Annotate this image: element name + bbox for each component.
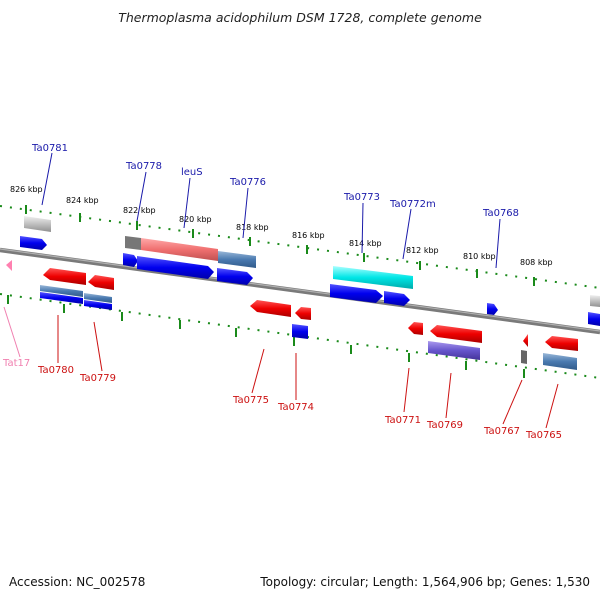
gene-label: Ta0765 (525, 430, 562, 441)
feature-ta0778-grey (125, 236, 141, 250)
scale-label: 814 kbp (349, 239, 382, 248)
upper-major-ticks (25, 205, 535, 286)
scale-label: 818 kbp (236, 223, 269, 232)
feature-leus-pink (141, 238, 218, 261)
genome-backbone-highlight (0, 248, 600, 332)
feature-ta0776-steel (218, 251, 256, 268)
gene-label: Ta0768 (482, 208, 519, 219)
feature-ta0776 (217, 268, 253, 285)
upper-gene-labels: Ta0781 Ta0778 leuS Ta0776 Ta0773 Ta0772m… (31, 143, 519, 219)
feature-ta0778 (123, 253, 138, 267)
gene-label: Ta0773 (343, 192, 380, 203)
feature-ta0780-blue (40, 292, 83, 304)
scale-label: 824 kbp (66, 196, 99, 205)
feature-right-blue (588, 312, 600, 326)
lower-gene-labels: Tat17 Ta0780 Ta0779 Ta0775 Ta0774 Ta0771… (2, 358, 562, 441)
gene-label: leuS (181, 167, 203, 178)
feature-ta0773-cyan (333, 266, 413, 289)
gene-label: Ta0775 (232, 395, 269, 406)
scale-labels: 826 kbp 824 kbp 822 kbp 820 kbp 818 kbp … (10, 185, 553, 267)
feature-ta0775 (250, 300, 291, 317)
feature-ta0780 (43, 268, 86, 285)
feature-ta0780-steel (40, 285, 83, 297)
gene-label: Tat17 (2, 358, 30, 369)
gene-label: Ta0780 (37, 365, 74, 376)
scale-label: 810 kbp (463, 252, 496, 261)
feature-ta0767-grey (521, 350, 527, 364)
feature-ta0773 (330, 284, 383, 303)
gene-label: Ta0767 (483, 426, 520, 437)
feature-ta0767 (523, 334, 528, 347)
feature-ta0779-steel (84, 293, 112, 303)
feature-leus (137, 256, 214, 279)
gene-label: Ta0781 (31, 143, 68, 154)
upper-leaders (41, 152, 501, 269)
scale-label: 812 kbp (406, 246, 439, 255)
gene-label: Ta0772m (389, 199, 436, 210)
upper-strand-features (20, 216, 600, 326)
scale-label: 808 kbp (520, 258, 553, 267)
feature-right-grey (590, 295, 600, 307)
feature-ta0772m (384, 291, 410, 306)
gene-label: Ta0771 (384, 415, 421, 426)
map-title: Thermoplasma acidophilum DSM 1728, compl… (118, 10, 482, 25)
feature-ta0774 (295, 307, 311, 320)
gene-label: Ta0776 (229, 177, 266, 188)
genome-backbone (0, 247, 600, 335)
lower-leaders (3, 306, 559, 429)
gene-label: Ta0778 (125, 161, 162, 172)
feature-tat17 (6, 260, 12, 271)
accession-text: Accession: NC_002578 (9, 575, 146, 589)
scale-label: 820 kbp (179, 215, 212, 224)
feature-ta0781 (20, 236, 47, 250)
scale-label: 826 kbp (10, 185, 43, 194)
feature-ta0769-purple (428, 341, 480, 360)
lower-major-ticks (7, 295, 525, 378)
scale-label: 816 kbp (292, 231, 325, 240)
feature-ta0781-grey (24, 216, 51, 232)
feature-ta0765-steel (543, 353, 577, 370)
gene-label: Ta0774 (277, 402, 314, 413)
feature-ta0774-blue (292, 324, 308, 339)
feature-ta0779 (88, 275, 114, 290)
gene-label: Ta0769 (426, 420, 463, 431)
genome-summary-text: Topology: circular; Length: 1,564,906 bp… (260, 575, 590, 589)
gene-label: Ta0779 (79, 373, 116, 384)
upper-tick-ring (0, 205, 600, 289)
feature-ta0771 (408, 322, 423, 335)
lower-strand-features (6, 260, 578, 370)
feature-ta0779-blue (84, 300, 112, 310)
feature-ta0769 (430, 325, 482, 343)
feature-ta0765 (545, 336, 578, 351)
feature-ta0768 (487, 303, 498, 315)
